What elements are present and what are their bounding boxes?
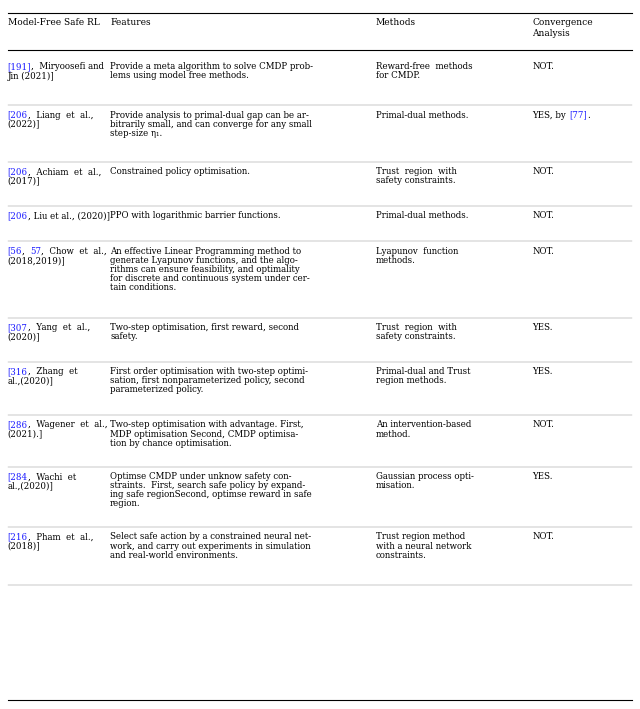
Text: .: . bbox=[587, 111, 589, 120]
Text: Trust region method: Trust region method bbox=[376, 532, 465, 542]
Text: ,: , bbox=[22, 247, 31, 256]
Text: straints.  First, search safe policy by expand-: straints. First, search safe policy by e… bbox=[110, 481, 305, 490]
Text: Provide a meta algorithm to solve CMDP prob-: Provide a meta algorithm to solve CMDP p… bbox=[110, 62, 313, 72]
Text: NOT.: NOT. bbox=[532, 211, 554, 220]
Text: Two-step optimisation, first reward, second: Two-step optimisation, first reward, sec… bbox=[110, 323, 299, 333]
Text: tion by chance optimisation.: tion by chance optimisation. bbox=[110, 439, 232, 447]
Text: safety constraints.: safety constraints. bbox=[376, 333, 455, 341]
Text: lems using model free methods.: lems using model free methods. bbox=[110, 72, 249, 80]
Text: Reward-free  methods: Reward-free methods bbox=[376, 62, 472, 72]
Text: Methods: Methods bbox=[376, 18, 416, 28]
Text: for CMDP.: for CMDP. bbox=[376, 72, 420, 80]
Text: region methods.: region methods. bbox=[376, 376, 446, 385]
Text: tain conditions.: tain conditions. bbox=[110, 283, 177, 292]
Text: NOT.: NOT. bbox=[532, 62, 554, 72]
Text: [316: [316 bbox=[8, 367, 28, 376]
Text: [206: [206 bbox=[8, 167, 28, 177]
Text: bitrarily small, and can converge for any small: bitrarily small, and can converge for an… bbox=[110, 120, 312, 128]
Text: Primal-dual methods.: Primal-dual methods. bbox=[376, 211, 468, 220]
Text: ,  Achiam  et  al.,: , Achiam et al., bbox=[28, 167, 101, 177]
Text: work, and carry out experiments in simulation: work, and carry out experiments in simul… bbox=[110, 542, 310, 550]
Text: safety.: safety. bbox=[110, 333, 138, 341]
Text: YES.: YES. bbox=[532, 323, 553, 333]
Text: [307: [307 bbox=[8, 323, 28, 333]
Text: [206: [206 bbox=[8, 211, 28, 220]
Text: Jin (2021)]: Jin (2021)] bbox=[8, 72, 54, 81]
Text: [77]: [77] bbox=[569, 111, 587, 120]
Text: misation.: misation. bbox=[376, 481, 415, 490]
Text: [191]: [191] bbox=[8, 62, 31, 72]
Text: ,  Zhang  et: , Zhang et bbox=[28, 367, 77, 376]
Text: (2018,2019)]: (2018,2019)] bbox=[8, 256, 65, 264]
Text: ,  Liang  et  al.,: , Liang et al., bbox=[28, 111, 93, 120]
Text: (2021).]: (2021).] bbox=[8, 430, 43, 438]
Text: step-size η₁.: step-size η₁. bbox=[110, 129, 163, 138]
Text: Constrained policy optimisation.: Constrained policy optimisation. bbox=[110, 167, 250, 177]
Text: ,  Chow  et  al.,: , Chow et al., bbox=[42, 247, 107, 256]
Text: al.,(2020)]: al.,(2020)] bbox=[8, 376, 54, 385]
Text: Features: Features bbox=[110, 18, 150, 28]
Text: ,  Miryoosefi and: , Miryoosefi and bbox=[31, 62, 104, 72]
Text: for discrete and continuous system under cer-: for discrete and continuous system under… bbox=[110, 274, 310, 283]
Text: NOT.: NOT. bbox=[532, 420, 554, 430]
Text: (2020)]: (2020)] bbox=[8, 333, 40, 341]
Text: Primal-dual methods.: Primal-dual methods. bbox=[376, 111, 468, 120]
Text: parameterized policy.: parameterized policy. bbox=[110, 386, 204, 394]
Text: Trust  region  with: Trust region with bbox=[376, 167, 456, 177]
Text: ,  Wagener  et  al.,: , Wagener et al., bbox=[28, 420, 108, 430]
Text: 57: 57 bbox=[31, 247, 42, 256]
Text: (2022)]: (2022)] bbox=[8, 120, 40, 128]
Text: methods.: methods. bbox=[376, 256, 415, 264]
Text: method.: method. bbox=[376, 430, 411, 438]
Text: Gaussian process opti-: Gaussian process opti- bbox=[376, 472, 474, 481]
Text: Optimse CMDP under unknow safety con-: Optimse CMDP under unknow safety con- bbox=[110, 472, 292, 481]
Text: Primal-dual and Trust: Primal-dual and Trust bbox=[376, 367, 470, 376]
Text: Model-Free Safe RL: Model-Free Safe RL bbox=[8, 18, 99, 28]
Text: al.,(2020)]: al.,(2020)] bbox=[8, 481, 54, 490]
Text: ,  Yang  et  al.,: , Yang et al., bbox=[28, 323, 90, 333]
Text: [286: [286 bbox=[8, 420, 28, 430]
Text: Select safe action by a constrained neural net-: Select safe action by a constrained neur… bbox=[110, 532, 311, 542]
Text: (2017)]: (2017)] bbox=[8, 177, 40, 185]
Text: YES, by: YES, by bbox=[532, 111, 569, 120]
Text: constraints.: constraints. bbox=[376, 551, 426, 559]
Text: YES.: YES. bbox=[532, 367, 553, 376]
Text: [216: [216 bbox=[8, 532, 28, 542]
Text: Lyapunov  function: Lyapunov function bbox=[376, 247, 458, 256]
Text: First order optimisation with two-step optimi-: First order optimisation with two-step o… bbox=[110, 367, 308, 376]
Text: and real-world environments.: and real-world environments. bbox=[110, 551, 238, 559]
Text: YES.: YES. bbox=[532, 472, 553, 481]
Text: NOT.: NOT. bbox=[532, 167, 554, 177]
Text: Two-step optimisation with advantage. First,: Two-step optimisation with advantage. Fi… bbox=[110, 420, 304, 430]
Text: generate Lyapunov functions, and the algo-: generate Lyapunov functions, and the alg… bbox=[110, 256, 298, 264]
Text: , Liu et al., (2020)]: , Liu et al., (2020)] bbox=[28, 211, 109, 220]
Text: MDP optimisation Second, CMDP optimisa-: MDP optimisation Second, CMDP optimisa- bbox=[110, 430, 298, 438]
Text: An intervention-based: An intervention-based bbox=[376, 420, 471, 430]
Text: Trust  region  with: Trust region with bbox=[376, 323, 456, 333]
Text: [56: [56 bbox=[8, 247, 22, 256]
Text: sation, first nonparameterized policy, second: sation, first nonparameterized policy, s… bbox=[110, 376, 305, 385]
Text: NOT.: NOT. bbox=[532, 532, 554, 542]
Text: ,  Pham  et  al.,: , Pham et al., bbox=[28, 532, 93, 542]
Text: [284: [284 bbox=[8, 472, 28, 481]
Text: Provide analysis to primal-dual gap can be ar-: Provide analysis to primal-dual gap can … bbox=[110, 111, 309, 120]
Text: safety constraints.: safety constraints. bbox=[376, 177, 455, 185]
Text: NOT.: NOT. bbox=[532, 247, 554, 256]
Text: An effective Linear Programming method to: An effective Linear Programming method t… bbox=[110, 247, 301, 256]
Text: Convergence
Analysis: Convergence Analysis bbox=[532, 18, 593, 38]
Text: rithms can ensure feasibility, and optimality: rithms can ensure feasibility, and optim… bbox=[110, 265, 300, 274]
Text: with a neural network: with a neural network bbox=[376, 542, 471, 550]
Text: ,  Wachi  et: , Wachi et bbox=[28, 472, 76, 481]
Text: PPO with logarithmic barrier functions.: PPO with logarithmic barrier functions. bbox=[110, 211, 281, 220]
Text: ing safe regionSecond, optimse reward in safe: ing safe regionSecond, optimse reward in… bbox=[110, 491, 312, 499]
Text: (2018)]: (2018)] bbox=[8, 542, 40, 550]
Text: [206: [206 bbox=[8, 111, 28, 120]
Text: region.: region. bbox=[110, 499, 141, 508]
